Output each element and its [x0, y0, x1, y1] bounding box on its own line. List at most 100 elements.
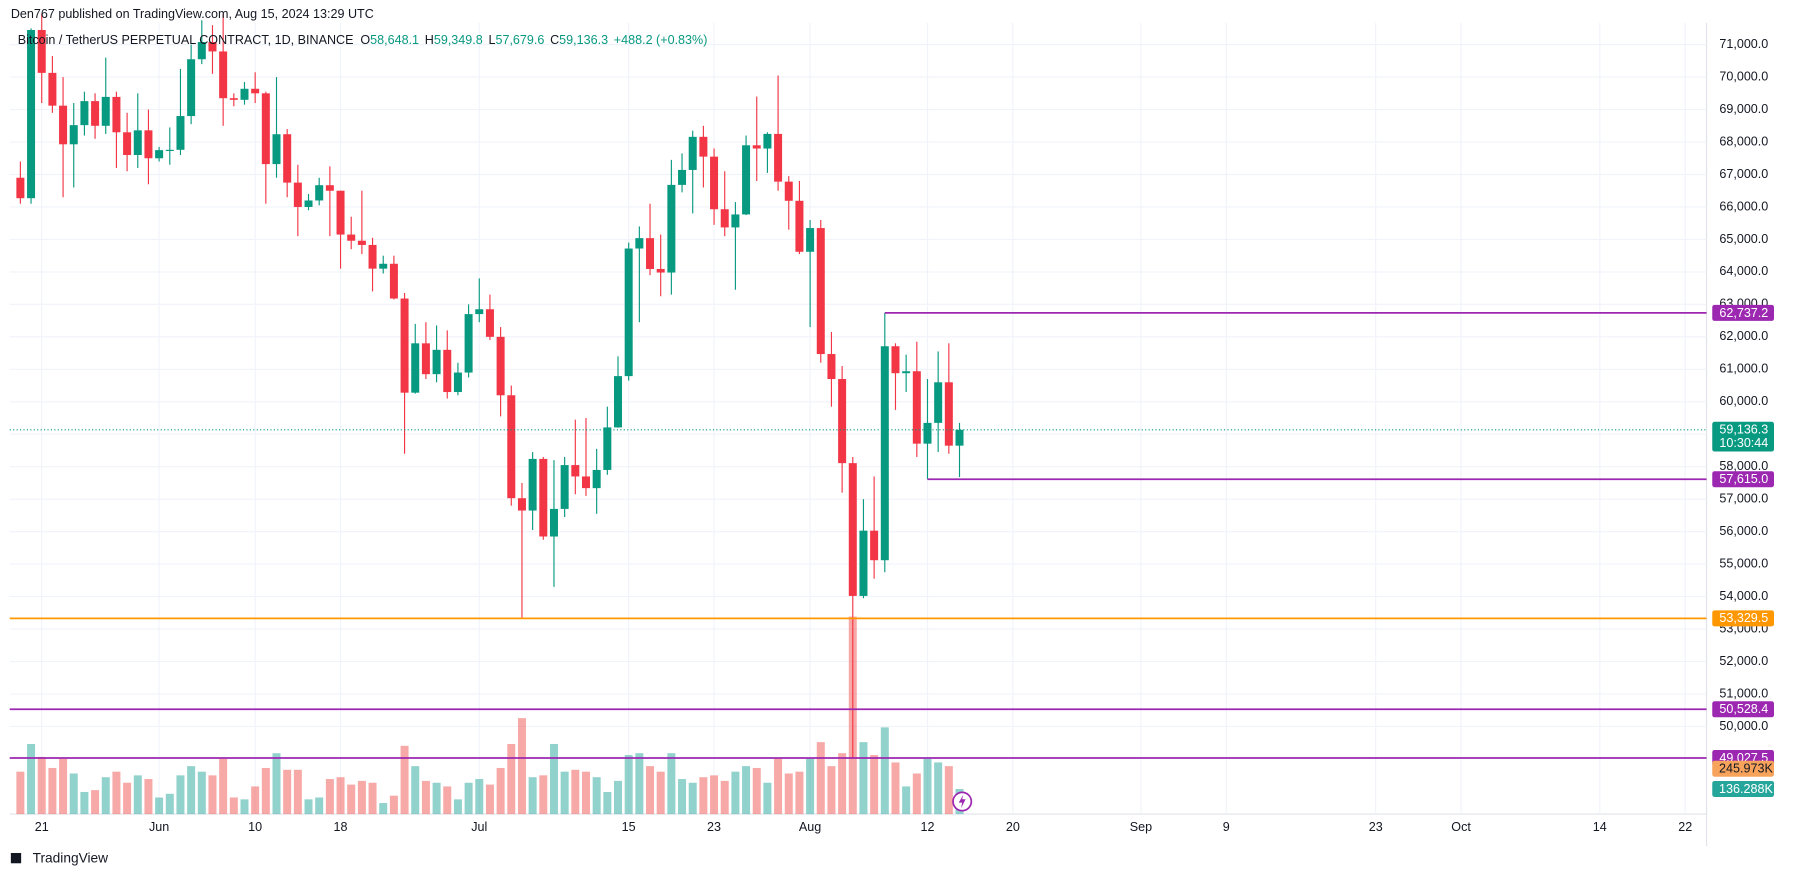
candle-body [101, 96, 110, 126]
candle-body [59, 105, 68, 145]
volume-bar [614, 780, 623, 815]
level-label: 50,528.4 [1719, 702, 1768, 716]
candle-body [646, 238, 655, 269]
x-tick-label: 12 [920, 820, 934, 834]
volume-bar [293, 769, 302, 815]
candle-body [902, 371, 911, 374]
y-tick-label: 65,000.0 [1719, 232, 1768, 246]
volume-bar [69, 773, 78, 815]
y-tick-label: 57,000.0 [1719, 492, 1768, 506]
x-tick-label: Oct [1451, 820, 1471, 834]
candle-body [603, 427, 612, 470]
volume-bar [507, 743, 516, 815]
x-tick-label: 10 [248, 820, 262, 834]
candle-body [443, 349, 452, 393]
candle-body [923, 422, 932, 444]
y-tick-label: 52,000.0 [1719, 654, 1768, 668]
candle-body [453, 372, 462, 393]
candle-body [357, 240, 366, 245]
volume-bar [27, 743, 36, 815]
candle-body [304, 200, 313, 207]
candle-body [69, 125, 78, 145]
volume-bar [912, 773, 921, 815]
candle-body [123, 132, 132, 156]
volume-bar [603, 791, 612, 815]
volume-bar [688, 782, 697, 815]
volume-bar [37, 756, 46, 815]
y-tick-label: 55,000.0 [1719, 556, 1768, 570]
candle-body [261, 93, 270, 165]
x-tick-label: 21 [35, 820, 49, 834]
level-badge [1712, 304, 1774, 321]
candle-body [592, 469, 601, 489]
volume-bar [549, 743, 558, 815]
logo-mark [10, 852, 22, 864]
last-volume-label: 136.288K [1719, 782, 1773, 796]
candle-body [699, 136, 708, 157]
candle-body [688, 136, 697, 170]
candle-body [80, 101, 89, 126]
volume-bar [315, 797, 324, 815]
volume-bar [656, 771, 665, 815]
x-tick-label: Jul [471, 820, 487, 834]
candle-body [624, 248, 633, 377]
candle-body [571, 465, 580, 477]
y-tick-label: 67,000.0 [1719, 167, 1768, 181]
volume-bar [678, 779, 687, 815]
volume-bar [229, 797, 238, 815]
candle-body [549, 508, 558, 537]
candle-body [827, 354, 836, 380]
volume-bar [742, 766, 751, 815]
candle-body [635, 238, 644, 249]
volume-bar [240, 799, 249, 815]
volume-bar [806, 758, 815, 815]
volume-bar [752, 767, 761, 815]
volume-bar [144, 779, 153, 815]
candle-body [731, 214, 740, 228]
volume-bar [91, 790, 100, 815]
volume-bar [16, 771, 25, 815]
candle-body [91, 101, 100, 126]
candle-body [208, 42, 217, 52]
candle-body [112, 96, 121, 133]
volume-bar [443, 786, 452, 815]
legend-value: 58,648.1 [370, 33, 419, 47]
x-tick-label: 9 [1223, 820, 1230, 834]
candle-body [517, 498, 526, 511]
symbol-legend: Bitcoin / TetherUS PERPETUAL CONTRACT, 1… [18, 33, 708, 47]
volume-bar [496, 767, 505, 815]
candle-body [347, 234, 356, 241]
candle-body [16, 177, 25, 199]
level-layer [9, 312, 1707, 759]
candle-body [325, 185, 334, 191]
y-tick-label: 70,000.0 [1719, 69, 1768, 83]
volume-bar [80, 791, 89, 815]
legend-change: +488.2 (+0.83%) [614, 33, 708, 47]
y-tick-label: 66,000.0 [1719, 199, 1768, 213]
candle-body [667, 184, 676, 273]
legend-key: O [360, 33, 370, 47]
volume-bar [923, 758, 932, 815]
candle-body [219, 51, 228, 99]
candle-body [240, 88, 249, 100]
volume-bar [304, 799, 313, 815]
symbol: Bitcoin / TetherUS PERPETUAL CONTRACT, 1… [18, 33, 354, 47]
volume-bar [101, 777, 110, 815]
candle-body [475, 309, 484, 315]
candle-body [752, 145, 761, 149]
volume-bar [432, 782, 441, 815]
level-label: 53,329.5 [1719, 611, 1768, 625]
last-price-label: 59,136.3 [1719, 423, 1768, 437]
volume-bar [635, 753, 644, 815]
legend-key: C [550, 33, 559, 47]
candle-body [763, 133, 772, 149]
label-layer: 62,737.257,615.053,329.550,528.449,027.5… [1712, 304, 1774, 797]
y-tick-label: 69,000.0 [1719, 102, 1768, 116]
candle-body [133, 130, 142, 156]
legend-key: H [425, 33, 434, 47]
footer-brand: TradingView [33, 850, 109, 865]
volume-ma-badge [1712, 760, 1774, 777]
y-tick-label: 64,000.0 [1719, 264, 1768, 278]
x-tick-label: Jun [149, 820, 169, 834]
